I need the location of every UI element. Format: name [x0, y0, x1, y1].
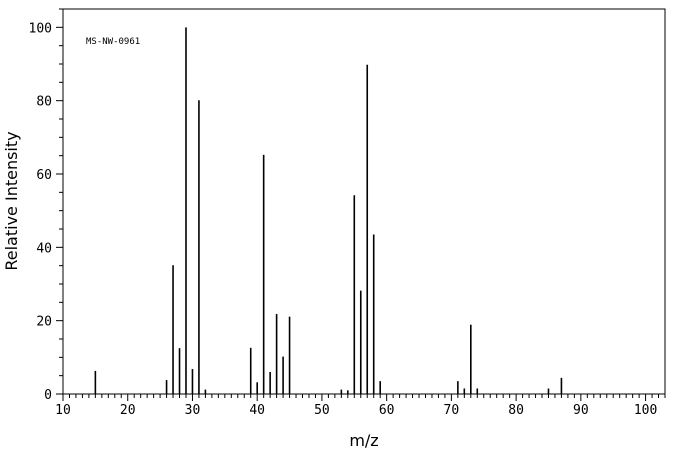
spectrum-id-annotation: MS-NW-0961 [86, 37, 140, 47]
plot-frame [62, 8, 666, 395]
y-axis-ticks: 0 20 40 60 80 100 [29, 8, 63, 403]
x-tick-label: 100 [634, 403, 657, 418]
x-tick-label: 80 [508, 403, 524, 418]
x-tick-label: 70 [444, 403, 460, 418]
x-tick-label: 50 [314, 403, 330, 418]
x-tick-label: 30 [185, 403, 201, 418]
x-tick-label: 40 [249, 403, 265, 418]
y-tick-label: 80 [36, 95, 52, 110]
x-tick-label: 20 [120, 403, 136, 418]
x-axis-ticks: 10 20 30 40 50 60 70 80 90 100 [55, 394, 666, 418]
y-tick-label: 20 [36, 315, 52, 330]
x-tick-label: 60 [379, 403, 395, 418]
y-tick-label: 60 [36, 168, 52, 183]
y-tick-label: 0 [44, 388, 52, 403]
x-axis-title: m/z [349, 431, 378, 450]
x-tick-label: 10 [55, 403, 71, 418]
y-axis-title: Relative Intensity [2, 131, 21, 270]
spectrum-peaks [94, 27, 563, 394]
y-tick-label: 40 [36, 241, 52, 256]
x-tick-label: 90 [573, 403, 589, 418]
y-tick-label: 100 [29, 21, 52, 36]
